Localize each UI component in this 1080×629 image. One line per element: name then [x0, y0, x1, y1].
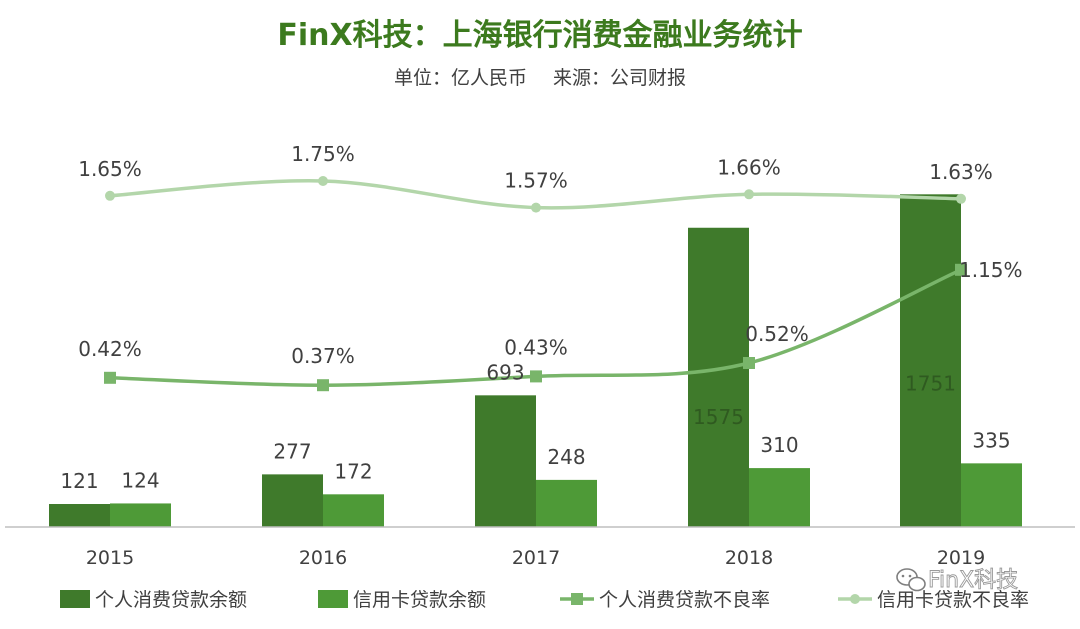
- card-loan-value-label: 335: [972, 428, 1010, 452]
- personal-loan-value-label: 693: [486, 360, 524, 384]
- subtitle-unit: 单位：亿人民币: [393, 67, 527, 89]
- personal-npl-point: [955, 263, 967, 276]
- personal-npl-value-label: 0.42%: [78, 337, 142, 361]
- x-tick-label: 2015: [86, 547, 134, 569]
- personal-loan-bar-2017: [475, 395, 536, 527]
- card-npl-point: [956, 193, 966, 204]
- card-npl-point: [105, 190, 115, 201]
- personal-loan-bar-2016: [262, 474, 323, 527]
- x-tick-label: 2018: [725, 547, 773, 569]
- chart-title: FinX科技：上海银行消费金融业务统计: [277, 18, 803, 53]
- personal-loan-value-label: 1751: [905, 371, 956, 395]
- watermark: FinX科技: [896, 568, 1019, 593]
- x-axis-ticks: 2015 2016 2017 2018 2019: [86, 547, 985, 569]
- personal-npl-point: [743, 357, 755, 369]
- x-tick-label: 2017: [512, 547, 560, 569]
- card-loan-bar-2019: [961, 463, 1022, 527]
- card-loan-value-label: 124: [121, 468, 159, 492]
- legend-label-card-loan: 信用卡贷款余额: [353, 589, 486, 611]
- card-loan-value-label: 310: [760, 433, 798, 457]
- card-npl-value-label: 1.75%: [291, 142, 355, 166]
- card-npl-point: [744, 189, 754, 200]
- card-npl-point: [531, 202, 541, 213]
- legend: 个人消费贷款余额 信用卡贷款余额 个人消费贷款不良率 信用卡贷款不良率: [60, 589, 1029, 611]
- legend-marker-card-npl: [850, 594, 860, 604]
- card-npl-value-label: 1.65%: [78, 157, 142, 181]
- x-tick-label: 2019: [937, 547, 985, 569]
- card-npl-point: [318, 176, 328, 186]
- card-loan-bar-2017: [536, 479, 597, 527]
- bars-layer: [49, 194, 1022, 527]
- card-loan-bar-2016: [323, 494, 384, 527]
- personal-npl-value-label: 0.52%: [745, 322, 809, 346]
- personal-loan-value-label: 277: [273, 439, 311, 463]
- legend-label-personal-npl: 个人消费贷款不良率: [599, 589, 770, 611]
- personal-npl-point: [317, 379, 329, 392]
- subtitle-source: 来源：公司财报: [553, 67, 687, 89]
- card-npl-value-label: 1.57%: [504, 169, 568, 193]
- personal-npl-value-label: 0.37%: [291, 344, 355, 368]
- legend-label-personal-loan: 个人消费贷款余额: [95, 589, 247, 611]
- legend-marker-personal-npl: [571, 593, 583, 605]
- personal-npl-point: [530, 370, 542, 383]
- personal-loan-bar-2019: [900, 194, 961, 527]
- card-npl-value-label: 1.66%: [717, 155, 781, 179]
- card-npl-value-label: 1.63%: [929, 160, 993, 184]
- card-loan-value-label: 172: [334, 459, 372, 483]
- card-loan-bar-2018: [749, 468, 810, 527]
- card-loan-bar-2015: [110, 503, 171, 527]
- wechat-icon: [896, 568, 926, 592]
- lines-layer: [104, 176, 967, 392]
- personal-npl-value-label: 1.15%: [959, 258, 1023, 282]
- watermark-text: FinX科技: [928, 568, 1018, 593]
- card-loan-value-label: 248: [547, 445, 585, 469]
- personal-loan-bar-2015: [49, 504, 110, 527]
- data-labels-layer: 121 124 277 172 693 248 1575 310 1751 335 1.65% 1.7…: [60, 142, 1022, 493]
- chart-subtitle: 单位：亿人民币 来源：公司财报: [0, 63, 1080, 90]
- legend-label-card-npl: 信用卡贷款不良率: [877, 589, 1029, 611]
- legend-swatch-personal-loan: [60, 590, 90, 608]
- personal-loan-value-label: 1575: [693, 405, 744, 429]
- legend-swatch-card-loan: [318, 590, 348, 608]
- personal-loan-value-label: 121: [60, 469, 98, 493]
- personal-loan-bar-2018: [688, 227, 749, 527]
- x-tick-label: 2016: [299, 547, 347, 569]
- personal-npl-line: [109, 268, 962, 387]
- personal-npl-value-label: 0.43%: [504, 335, 568, 359]
- personal-npl-point: [104, 371, 116, 384]
